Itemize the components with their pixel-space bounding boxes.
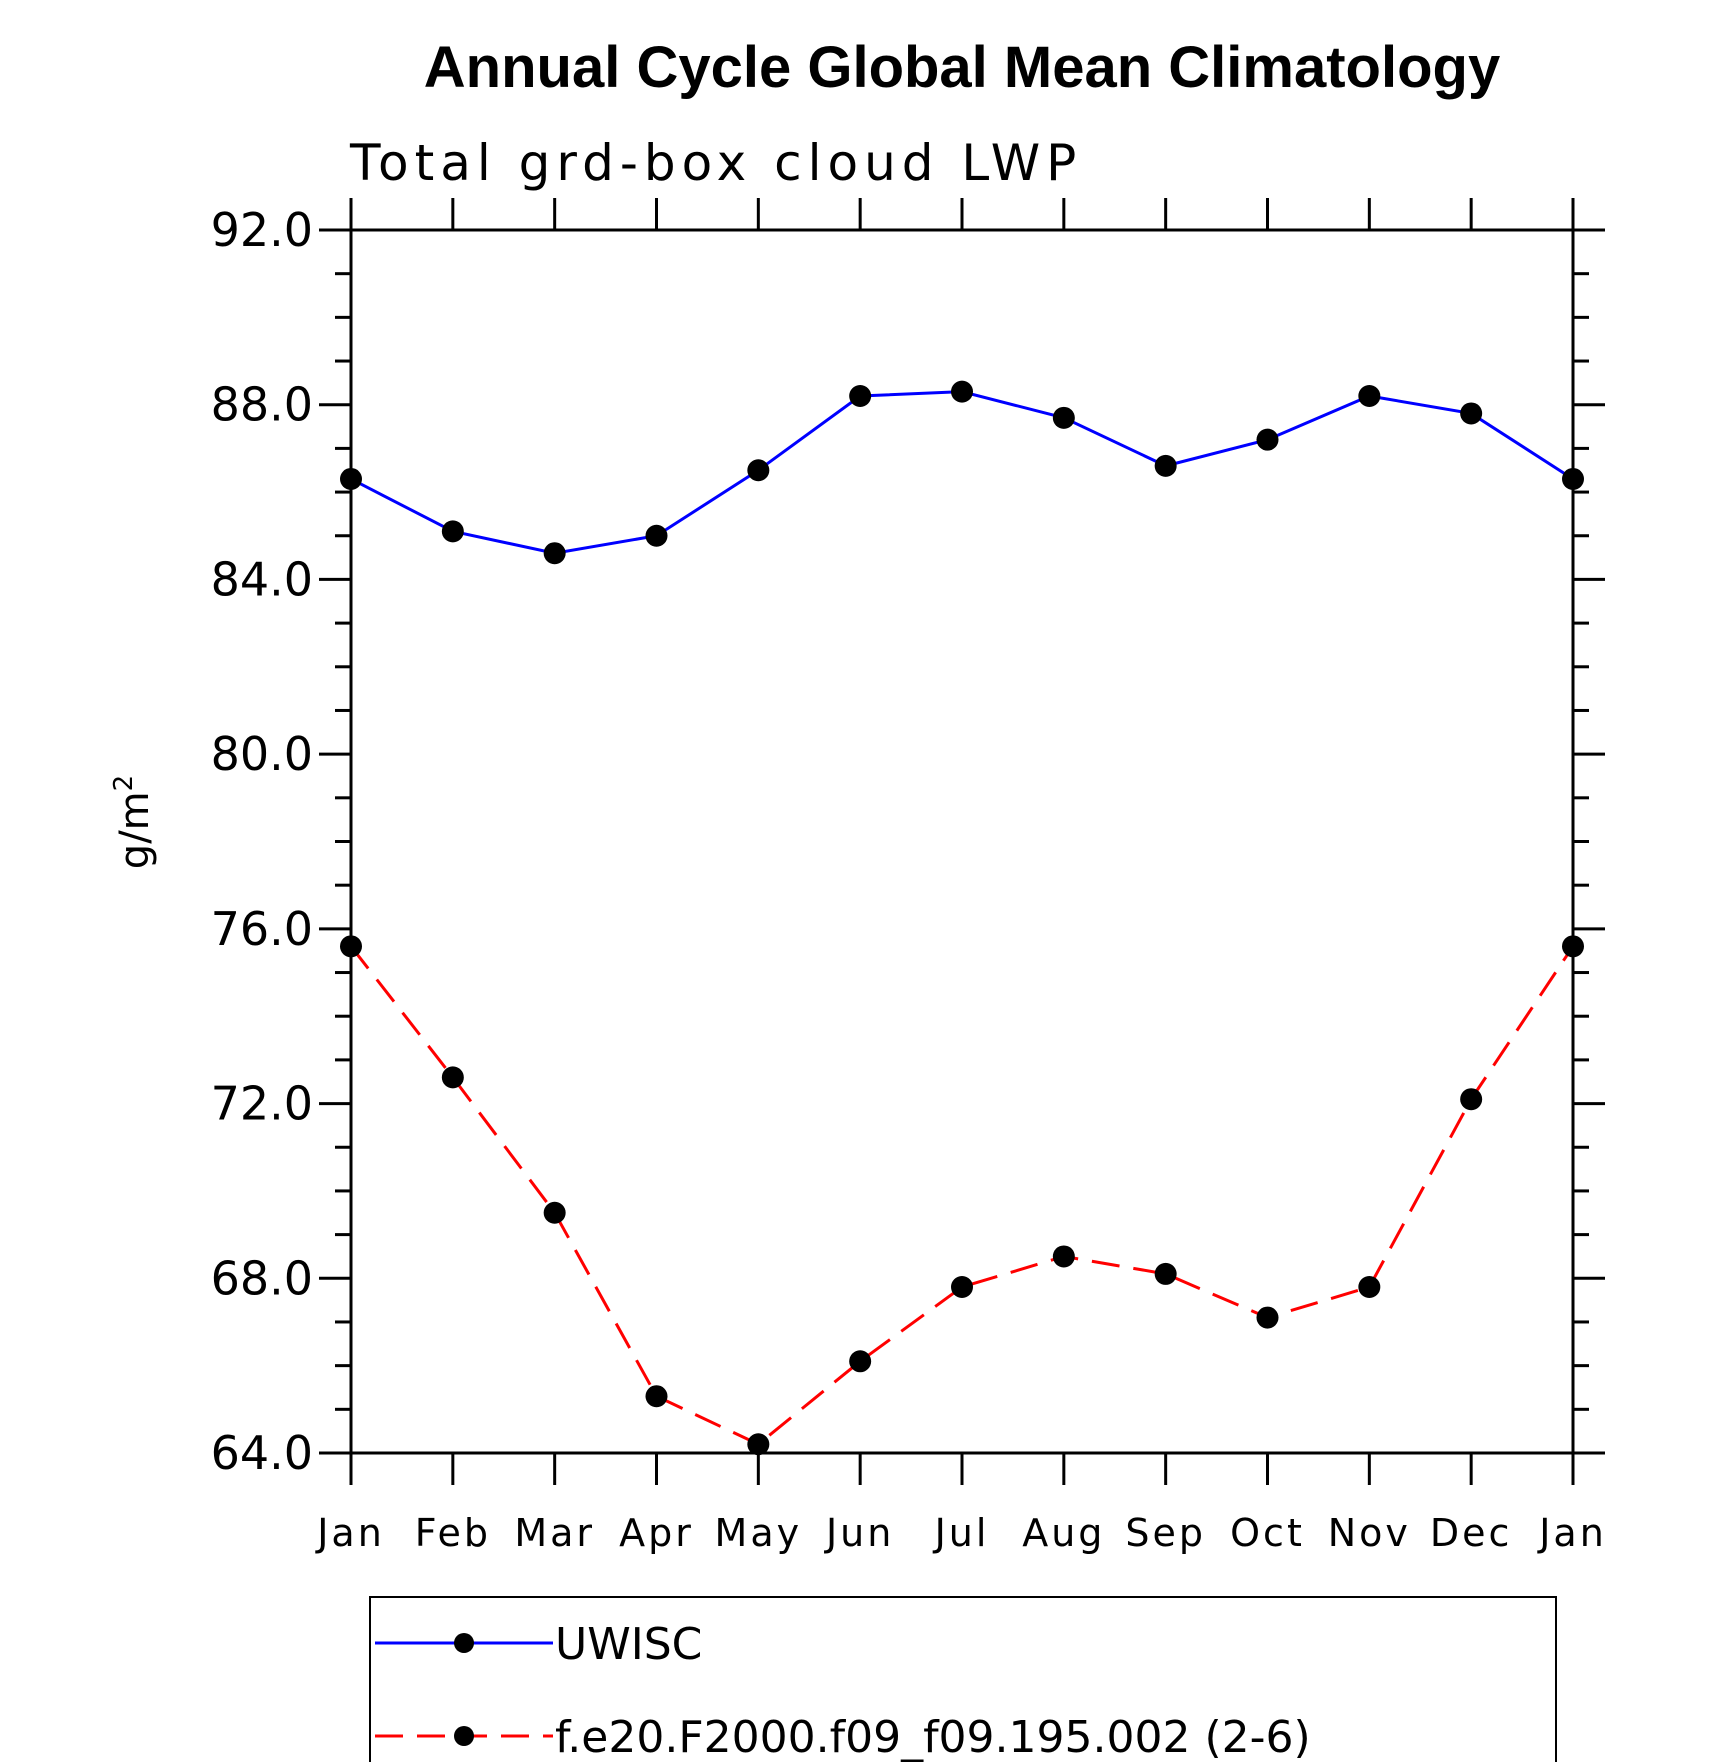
series-2-point [951,1276,973,1299]
series-2-point [849,1350,872,1373]
series-2-point [340,935,362,958]
series-1-point [1460,402,1483,425]
series-2-point [1256,1306,1279,1329]
series-2-point [543,1201,566,1224]
series-2-point [1358,1276,1381,1299]
x-tick-label: Nov [1328,1511,1411,1555]
y-tick-label: 84.0 [211,552,313,606]
series-1-point [849,384,872,407]
legend-label-1: UWISC [555,1619,702,1670]
series-line-2 [349,945,1575,1447]
series-2-point [1562,935,1584,958]
legend-marker-2 [454,1726,474,1746]
series-1-point [747,459,770,482]
series-1-point [1562,467,1584,490]
y-axis-label: g/m2 [109,775,158,869]
series-2-point [747,1433,770,1456]
x-tick-label: Sep [1125,1511,1206,1555]
series-2-point [441,1066,464,1089]
series-1-point [1256,428,1279,451]
series-1-point [340,467,362,490]
y-tick-label: 72.0 [211,1077,313,1131]
series-1-point [1154,454,1177,477]
series-2-point [645,1385,668,1408]
chart-subtitle: Total grd-box cloud LWP [349,134,1082,192]
x-tick-label: Jan [1537,1511,1607,1555]
series-2-point [1154,1262,1177,1285]
x-tick-label: Aug [1022,1511,1105,1555]
x-tick-label: Dec [1430,1511,1513,1555]
x-tick-label: Jan [315,1511,385,1555]
x-tick-label: Jun [824,1511,894,1555]
legend-box [369,1596,1557,1762]
series-1-point [441,520,464,543]
y-tick-label: 64.0 [211,1426,313,1480]
series-1-point [951,380,973,403]
y-tick-label: 80.0 [211,727,313,781]
y-tick-label: 88.0 [211,378,313,432]
x-tick-label: Jul [933,1511,990,1555]
series-1-point [645,524,668,547]
x-tick-label: Mar [514,1511,595,1555]
chart-title: Annual Cycle Global Mean Climatology [424,35,1500,100]
x-tick-label: Feb [415,1511,491,1555]
y-tick-label: 92.0 [211,203,313,257]
series-2-point [1460,1088,1483,1111]
x-tick-label: Apr [619,1511,694,1555]
series-2-point [1052,1245,1075,1268]
series-line-1 [350,390,1574,555]
x-tick-label: May [715,1511,803,1555]
plot-frame [349,228,1575,1455]
y-axis-label-exponent: 2 [109,775,139,792]
y-axis-label-base: g/m [112,791,158,869]
series-1-point [1052,406,1075,429]
series-1-point [1358,384,1381,407]
y-tick-label: 68.0 [211,1251,313,1305]
chart-legend: UWISC f.e20.F2000.f09_f09.195.002 (2-6) [369,1596,1557,1762]
legend-label-2: f.e20.F2000.f09_f09.195.002 (2-6) [555,1712,1311,1762]
plot-series [340,380,1584,1456]
legend-marker-1 [454,1633,474,1653]
x-tick-label: Oct [1230,1511,1305,1555]
y-tick-label: 76.0 [211,902,313,956]
series-1-point [543,542,566,565]
